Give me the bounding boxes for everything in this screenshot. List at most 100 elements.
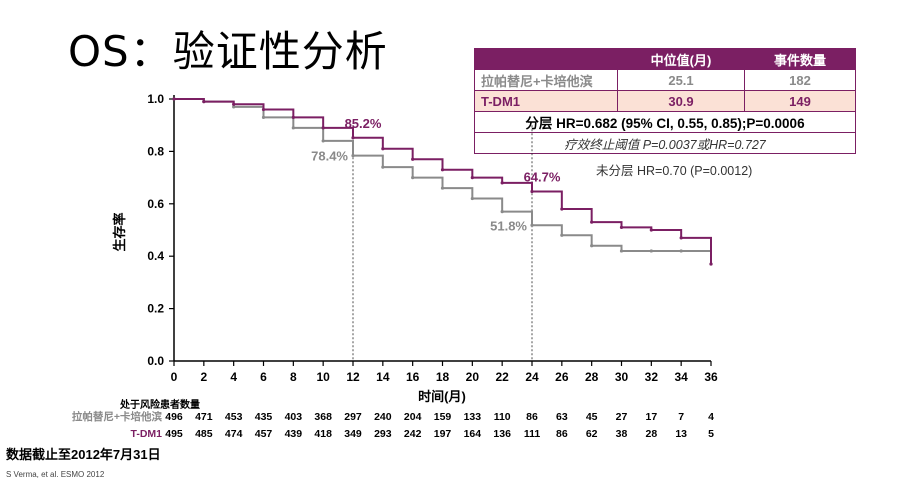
series-point [470, 176, 474, 180]
risk-value: 110 [494, 411, 511, 423]
risk-value: 471 [195, 411, 213, 423]
y-tick-label: 0.4 [147, 249, 164, 263]
risk-value: 495 [165, 428, 183, 440]
risk-value: 86 [526, 411, 538, 423]
risk-value: 164 [464, 428, 482, 440]
survival-curves [172, 97, 713, 266]
table-row-tdm1: T-DM1 30.9 149 [474, 90, 856, 112]
series-point [530, 189, 534, 194]
risk-value: 496 [165, 411, 183, 423]
risk-value: 204 [404, 411, 422, 423]
series-point [440, 186, 445, 190]
risk-table-title: 处于风险患者数量 [119, 398, 200, 411]
reference-lines [352, 125, 533, 361]
efficacy-threshold: 疗效终止阈值 P=0.0037或HR=0.727 [474, 132, 856, 154]
series-point [619, 225, 624, 229]
risk-value: 403 [285, 411, 303, 423]
x-tick-label: 24 [525, 370, 539, 384]
table-row-threshold: 疗效终止阈值 P=0.0037或HR=0.727 [474, 132, 856, 154]
risk-value: 474 [225, 428, 243, 440]
risk-value: 4 [708, 411, 714, 423]
series-point [679, 249, 683, 253]
table-row-stratified: 分层 HR=0.682 (95% CI, 0.55, 0.85);P=0.000… [474, 111, 856, 133]
x-tick-label: 2 [200, 370, 207, 384]
series-point [411, 157, 415, 161]
risk-value: 45 [586, 411, 598, 423]
x-tick-label: 36 [704, 370, 718, 384]
series-point [649, 228, 653, 232]
y-axis-label: 生存率 [112, 212, 127, 251]
series-point [411, 176, 415, 180]
series-point [261, 107, 266, 112]
annotation-label: 85.2% [345, 116, 382, 131]
risk-row-label: T-DM1 [131, 428, 163, 440]
x-tick-label: 0 [171, 370, 178, 384]
series-point [440, 168, 445, 172]
risk-value: 242 [404, 428, 422, 440]
risk-value: 453 [225, 411, 243, 423]
risk-value: 439 [285, 428, 303, 440]
risk-value: 28 [645, 428, 657, 440]
series-point [202, 100, 206, 104]
risk-value: 13 [675, 428, 687, 440]
risk-value: 133 [464, 411, 482, 423]
y-tick-label: 0.8 [147, 144, 164, 158]
x-tick-label: 4 [230, 370, 237, 384]
annotation-label: 64.7% [524, 169, 561, 184]
series-point [351, 136, 355, 140]
risk-value: 38 [616, 428, 628, 440]
series-point [321, 139, 325, 143]
x-tick-label: 14 [376, 370, 390, 384]
series-point [649, 249, 653, 253]
stratified-hr: 分层 HR=0.682 (95% CI, 0.55, 0.85);P=0.000… [474, 111, 856, 133]
series-point [560, 233, 564, 237]
risk-value: 240 [374, 411, 392, 423]
events-tdm1: 149 [744, 90, 856, 112]
x-tick-label: 10 [316, 370, 330, 384]
chart-axes: 0.00.20.40.60.81.00 2 4 6 8 10 12 14 16 18 20 22 24 2… [147, 92, 718, 384]
risk-value: 293 [374, 428, 392, 440]
risk-value: 5 [708, 428, 714, 440]
risk-value: 418 [314, 428, 332, 440]
risk-value: 368 [314, 411, 332, 423]
median-lapatinib: 25.1 [617, 69, 745, 91]
risk-value: 435 [255, 411, 273, 423]
x-tick-label: 26 [555, 370, 569, 384]
series-point [291, 126, 295, 130]
x-tick-label: 20 [466, 370, 480, 384]
summary-table: 中位值(月) 事件数量 拉帕替尼+卡培他滨 25.1 182 T-DM1 30.… [474, 48, 856, 154]
x-tick-label: 28 [585, 370, 599, 384]
series-point [590, 220, 594, 224]
median-tdm1: 30.9 [617, 90, 745, 112]
row-label-tdm1: T-DM1 [474, 90, 618, 112]
series-point [500, 181, 504, 185]
series-point [261, 115, 266, 119]
source-citation: S Verma, et al. ESMO 2012 [6, 470, 105, 479]
page-title: OS：验证性分析 [68, 27, 388, 76]
risk-value: 136 [493, 428, 511, 440]
x-tick-label: 18 [436, 370, 450, 384]
risk-value: 27 [616, 411, 628, 423]
risk-value: 62 [586, 428, 598, 440]
x-tick-label: 16 [406, 370, 420, 384]
risk-value: 63 [556, 411, 568, 423]
series-point [172, 97, 176, 101]
risk-value: 297 [344, 411, 362, 423]
risk-value: 159 [434, 411, 452, 423]
series-point [381, 147, 385, 151]
curve-annotations: 85.2% 78.4% 64.7% 51.8% [311, 116, 561, 234]
annotation-label: 51.8% [490, 218, 527, 233]
series-point [500, 210, 504, 214]
risk-value: 7 [678, 411, 684, 423]
y-tick-label: 0.2 [147, 302, 164, 316]
x-tick-label: 22 [495, 370, 509, 384]
series-point [530, 223, 534, 227]
events-lapatinib: 182 [744, 69, 856, 91]
series-point [321, 126, 325, 130]
series-point [679, 236, 683, 240]
risk-value: 485 [195, 428, 213, 440]
annotation-label: 78.4% [311, 149, 348, 164]
series-point [381, 165, 385, 169]
